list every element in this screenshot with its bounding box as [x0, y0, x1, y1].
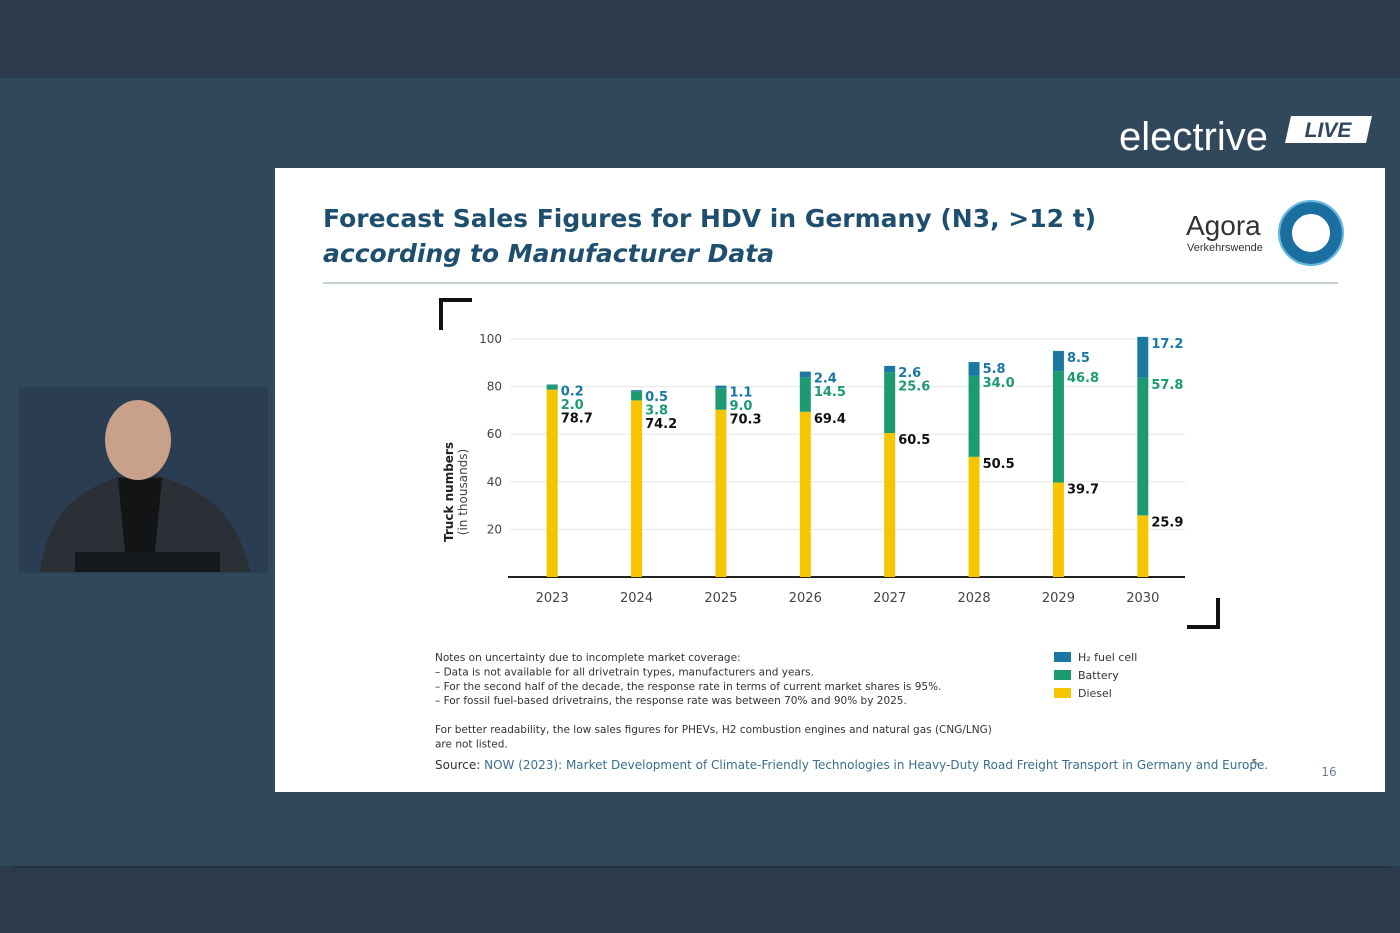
readability-line: are not listed.: [435, 738, 508, 750]
value-label: 60.5: [898, 433, 930, 448]
value-label: 74.2: [645, 417, 677, 432]
badge-box: [1285, 116, 1372, 143]
value-label: 2.6: [898, 366, 921, 381]
slide-title: Forecast Sales Figures for HDV in German…: [323, 204, 1096, 233]
bar-segment: [884, 365, 896, 373]
y-tick-label: 40: [487, 475, 502, 489]
y-axis-sublabel: (in thousands): [456, 449, 470, 535]
source-text: NOW (2023): Market Development of Climat…: [484, 758, 1268, 772]
x-tick-label: 2023: [536, 591, 569, 606]
x-tick-label: 2029: [1042, 591, 1075, 606]
value-label: 17.2: [1151, 337, 1183, 352]
bar-segment: [631, 390, 643, 392]
bar-segment: [968, 362, 980, 376]
value-label: 9.0: [729, 399, 752, 414]
page-number: 16: [1321, 765, 1336, 779]
x-tick-label: 2025: [704, 591, 737, 606]
logo-ring-outer: [1278, 200, 1344, 266]
source: Source: NOW (2023): Market Development o…: [435, 758, 1268, 772]
value-label: 14.5: [814, 385, 846, 400]
value-label: 57.8: [1151, 378, 1183, 393]
bar-segment: [1052, 371, 1064, 483]
value-label: 3.8: [645, 404, 668, 419]
cursor: ↖: [1251, 755, 1261, 769]
corner-bracket: [1187, 598, 1220, 629]
badge: LIVE: [1305, 119, 1353, 142]
logo-tagline: Verkehrswende: [1187, 242, 1263, 254]
x-tick-label: 2028: [958, 591, 991, 606]
value-label: 0.5: [645, 390, 668, 405]
bottom-band: [0, 866, 1400, 933]
note-line: – For fossil fuel-based drivetrains, the…: [435, 695, 907, 707]
value-label: 8.5: [1067, 351, 1090, 366]
bar-segment: [1137, 515, 1149, 577]
value-label: 78.7: [561, 411, 593, 426]
notes: Notes on uncertainty due to incomplete m…: [435, 652, 992, 750]
bar-segment: [799, 371, 811, 378]
value-label: 39.7: [1067, 483, 1099, 498]
bar-segment: [799, 411, 811, 577]
readability-line: For better readability, the low sales fi…: [435, 724, 992, 736]
bar-segment: [884, 433, 896, 577]
legend-label: Battery: [1078, 669, 1119, 682]
value-label: 34.0: [983, 376, 1015, 391]
logo-name: Agora: [1186, 210, 1261, 241]
legend-label: H₂ fuel cell: [1078, 651, 1137, 664]
legend-label: Diesel: [1078, 687, 1112, 700]
note-line: – For the second half of the decade, the…: [435, 681, 941, 693]
x-tick-label: 2024: [620, 591, 653, 606]
bar-segment: [1137, 336, 1149, 378]
value-label: 5.8: [983, 362, 1006, 377]
value-label: 70.3: [729, 413, 761, 428]
value-label: 2.4: [814, 372, 837, 387]
y-tick-label: 100: [479, 332, 502, 346]
bar-segment: [799, 377, 811, 412]
value-label: 0.2: [561, 384, 584, 399]
logo-ring: [1280, 202, 1342, 264]
bar-segment: [968, 456, 980, 577]
value-label: 2.0: [561, 398, 584, 413]
y-tick-label: 20: [487, 522, 502, 536]
x-tick-label: 2030: [1126, 591, 1159, 606]
value-label: 46.8: [1067, 371, 1099, 386]
value-label: 25.9: [1151, 515, 1183, 530]
note-line: – Data is not available for all drivetra…: [435, 666, 814, 678]
value-label: 69.4: [814, 412, 846, 427]
value-label: 50.5: [983, 457, 1015, 472]
bar-segment: [715, 388, 727, 410]
x-tick-label: 2027: [873, 591, 906, 606]
bar-segment: [546, 389, 558, 577]
bar-segment: [884, 372, 896, 434]
brand: electrive: [1119, 115, 1268, 159]
bar-segment: [715, 385, 727, 389]
bar-segment: [1052, 350, 1064, 372]
bar-segment: [546, 384, 558, 390]
corner-bracket: [439, 298, 472, 330]
slide-subtitle: according to Manufacturer Data: [323, 239, 774, 268]
note-line: Notes on uncertainty due to incomplete m…: [435, 652, 741, 664]
x-tick-label: 2026: [789, 591, 822, 606]
bar-segment: [1052, 482, 1064, 577]
source-label: Source:: [435, 758, 480, 772]
y-axis-label: Truck numbers: [442, 442, 456, 542]
y-tick-label: 80: [487, 380, 502, 394]
legend-swatch: [1054, 652, 1071, 662]
speaker-video: [19, 387, 268, 573]
chart: 20 40 60 80 100 Truck numbers (in thousands) 20…: [442, 332, 1185, 700]
slide: [275, 168, 1385, 792]
bar-segment: [631, 400, 643, 577]
bar-segment: [1137, 377, 1149, 516]
bar-segment: [715, 409, 727, 577]
bar-segment: [631, 391, 643, 401]
value-label: 1.1: [729, 386, 752, 401]
legend-swatch: [1054, 670, 1071, 680]
bar-segment: [968, 375, 980, 457]
value-label: 25.6: [898, 379, 930, 394]
top-band: [0, 0, 1400, 78]
legend-swatch: [1054, 688, 1071, 698]
y-tick-label: 60: [487, 427, 502, 441]
